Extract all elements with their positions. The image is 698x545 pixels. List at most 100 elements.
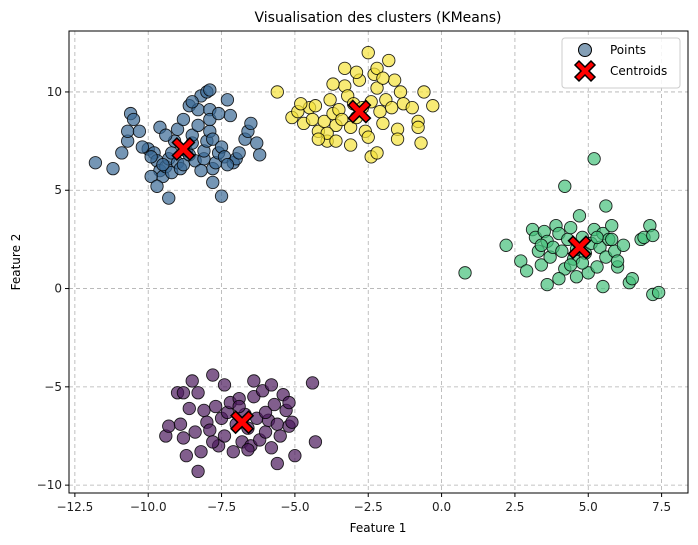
data-point-top_middle: [329, 134, 343, 148]
data-point-right: [587, 152, 601, 166]
data-point-top_left: [223, 108, 238, 123]
data-point-bottom: [217, 378, 232, 392]
data-point-bottom: [285, 415, 299, 429]
data-point-top_middle: [382, 53, 396, 68]
data-point-bottom: [267, 397, 282, 412]
data-point-right: [625, 272, 639, 286]
data-point-top_left: [144, 169, 158, 184]
data-point-right: [572, 209, 587, 223]
data-point-top_middle: [361, 45, 375, 60]
y-tick-label: 5: [54, 183, 62, 197]
data-point-right: [605, 232, 619, 247]
data-point-bottom: [264, 378, 279, 392]
data-point-top_middle: [370, 81, 384, 95]
data-point-top_left: [253, 148, 267, 162]
data-point-right: [590, 260, 604, 274]
data-point-top_left: [220, 158, 235, 172]
data-point-bottom: [273, 429, 287, 443]
data-point-bottom: [182, 401, 196, 416]
x-tick-label: −12.5: [56, 500, 93, 514]
data-point-top_middle: [338, 61, 352, 76]
legend-centroid-x: [573, 59, 597, 83]
legend-points-label: Points: [610, 43, 646, 57]
data-point-bottom: [217, 429, 232, 443]
data-point-right: [552, 272, 566, 286]
data-point-right: [534, 238, 548, 252]
data-point-top_middle: [426, 99, 440, 113]
data-point-top_left: [211, 106, 226, 121]
x-axis-ticks: −12.5 −10.0 −7.5 −5.0 −2.5 0.0 2.5 5.0 7.5: [56, 493, 671, 514]
data-point-right: [499, 238, 513, 252]
data-point-top_middle: [308, 99, 323, 113]
data-point-bottom: [232, 399, 246, 414]
legend-points-marker: [578, 43, 592, 57]
centroid-marker: [347, 99, 372, 124]
data-point-top_middle: [311, 132, 326, 146]
data-point-bottom: [162, 419, 176, 433]
data-point-bottom: [206, 368, 220, 382]
data-point-right: [605, 218, 619, 233]
x-tick-label: −2.5: [354, 500, 383, 514]
data-point-top_left: [159, 128, 173, 142]
points-layer: [88, 45, 666, 479]
data-point-top_middle: [417, 85, 431, 99]
data-point-top_middle: [390, 132, 405, 146]
data-point-bottom: [308, 435, 323, 449]
data-point-bottom: [191, 386, 205, 400]
data-point-right: [564, 258, 578, 272]
data-point-top_middle: [343, 138, 358, 152]
data-point-top_left: [144, 150, 158, 164]
data-point-right: [610, 254, 625, 268]
data-point-top_left: [176, 158, 191, 172]
data-point-bottom: [203, 423, 217, 437]
data-point-right: [540, 277, 554, 292]
data-point-top_middle: [294, 97, 308, 111]
legend-centroids-label: Centroids: [610, 64, 667, 78]
data-point-bottom: [305, 376, 320, 390]
centroid-marker: [567, 235, 592, 260]
data-point-right: [599, 199, 613, 213]
data-point-bottom: [258, 405, 273, 420]
data-point-top_left: [135, 140, 149, 154]
legend-centroids-marker: [573, 59, 597, 83]
y-axis-label: Feature 2: [9, 234, 23, 291]
data-point-top_middle: [326, 77, 340, 91]
data-point-top_middle: [361, 130, 375, 144]
data-point-bottom: [194, 445, 208, 459]
data-point-right: [575, 256, 590, 270]
data-point-top_middle: [385, 101, 399, 115]
data-point-right: [616, 238, 631, 252]
data-point-bottom: [179, 448, 193, 463]
centroid-marker: [171, 136, 196, 162]
data-point-bottom: [226, 445, 240, 459]
data-point-right: [569, 270, 584, 284]
x-tick-label: 0.0: [432, 500, 451, 514]
data-point-top_left: [220, 93, 235, 107]
data-point-right: [519, 264, 534, 278]
data-point-top_left: [106, 161, 120, 176]
data-point-bottom: [188, 425, 202, 439]
data-point-top_middle: [376, 116, 390, 131]
data-point-right: [646, 228, 660, 243]
data-point-right: [558, 179, 572, 193]
data-point-right: [652, 285, 666, 300]
data-point-top_left: [206, 132, 220, 146]
data-point-top_left: [121, 124, 135, 138]
data-point-top_middle: [370, 61, 384, 76]
data-point-top_middle: [414, 136, 428, 150]
data-point-right: [555, 244, 569, 258]
data-point-bottom: [288, 448, 302, 463]
y-tick-label: −10: [37, 478, 62, 492]
data-point-right: [596, 279, 610, 294]
data-point-bottom: [209, 399, 223, 414]
data-point-top_left: [232, 146, 246, 160]
x-axis-label: Feature 1: [350, 521, 407, 535]
data-point-bottom: [258, 425, 273, 439]
data-point-top_middle: [393, 85, 408, 99]
data-point-bottom: [176, 431, 191, 445]
data-point-right: [514, 254, 528, 268]
x-tick-label: 2.5: [505, 500, 524, 514]
data-point-top_middle: [411, 120, 425, 134]
plot-frame: [68, 30, 689, 494]
